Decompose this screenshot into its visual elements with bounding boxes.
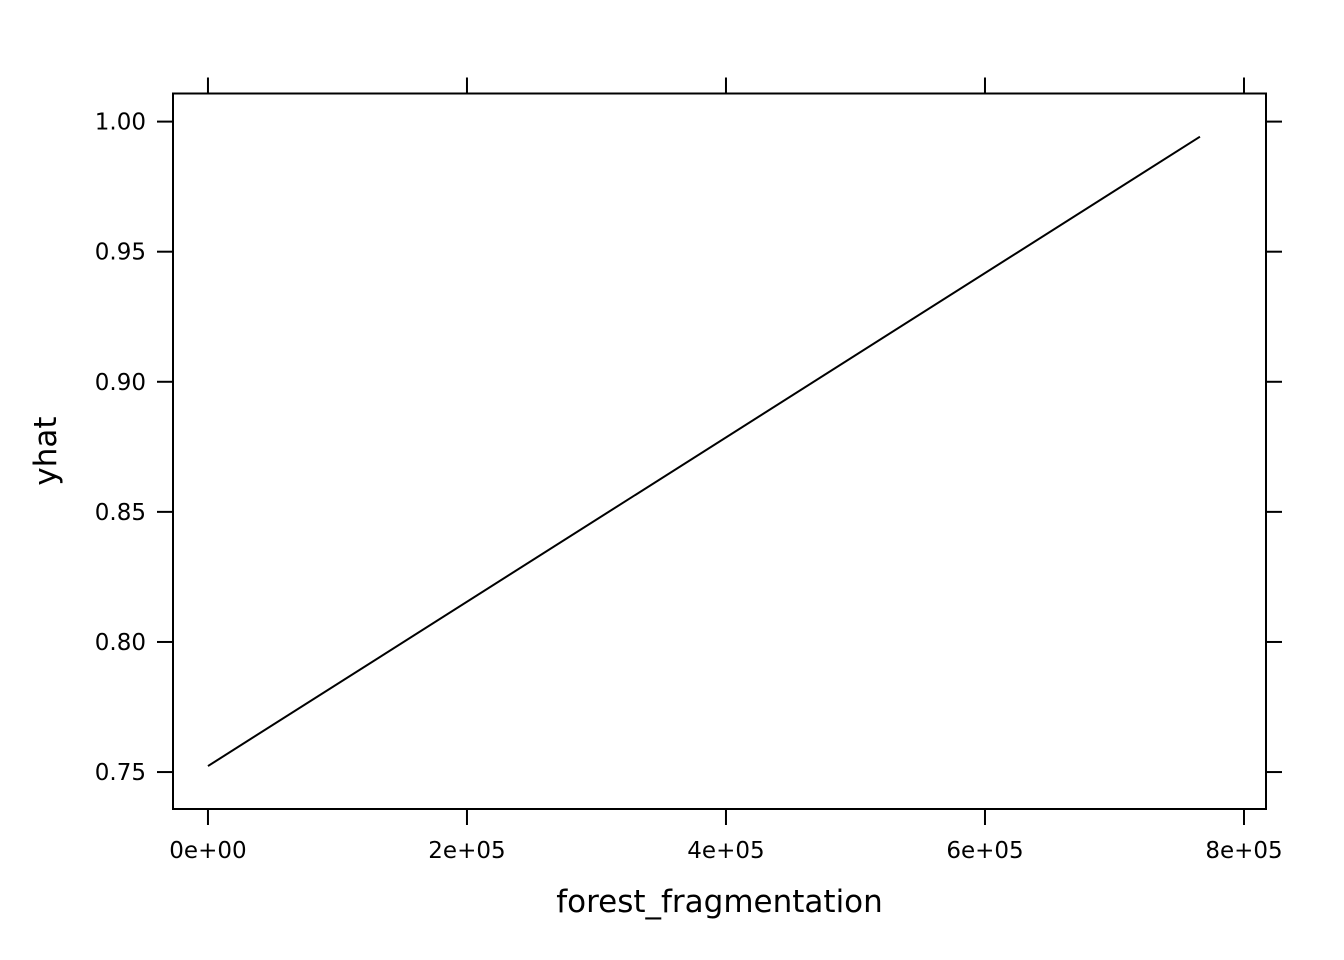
y-tick-label: 0.75 [95, 760, 146, 786]
x-tick-label: 6e+05 [946, 838, 1023, 864]
y-tick-label: 0.95 [95, 240, 146, 266]
y-tick-label: 0.80 [95, 630, 146, 656]
x-axis-title: forest_fragmentation [556, 884, 883, 920]
x-tick-label: 8e+05 [1205, 838, 1282, 864]
y-tick-label: 0.90 [95, 370, 146, 396]
plot-area-frame [172, 92, 1267, 810]
series-layer [207, 135, 1201, 767]
y-tick-label: 0.85 [95, 500, 146, 526]
x-tick-label: 0e+00 [169, 838, 246, 864]
y-tick-label: 1.00 [95, 110, 146, 136]
x-tick-label: 2e+05 [428, 838, 505, 864]
y-axis-title: yhat [28, 416, 64, 485]
x-tick-label: 4e+05 [687, 838, 764, 864]
series-line-yhat [207, 135, 1201, 767]
ticks-layer: 0e+00 2e+05 4e+05 6e+05 8e+05 0.75 0.80 0.85 0.9… [95, 77, 1283, 864]
